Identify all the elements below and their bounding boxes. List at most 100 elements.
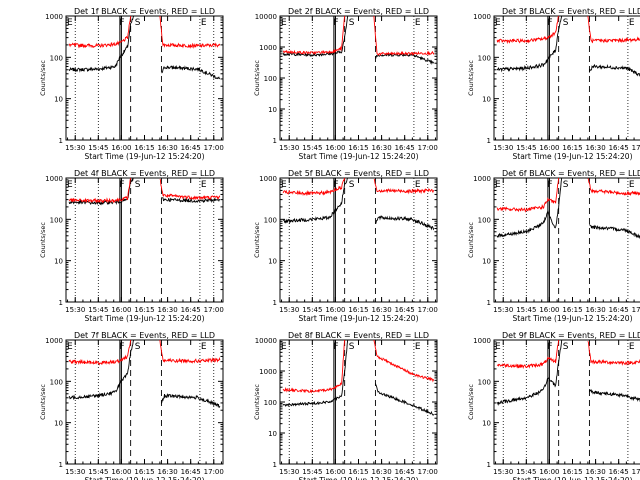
y-tick-label: 1 [273, 461, 277, 469]
panel-title: Det 6f BLACK = Events, RED = LLD [502, 169, 640, 178]
event-marker-F: F [547, 18, 552, 28]
y-tick-label: 10 [54, 96, 63, 104]
panel-title: Det 7f BLACK = Events, RED = LLD [74, 331, 215, 340]
y-tick-label: 100 [264, 216, 277, 224]
x-axis-label: Start Time (19-Jun-12 15:24:20) [299, 476, 419, 480]
event-marker-F: F [547, 180, 552, 190]
lld-series-line [587, 178, 640, 196]
y-tick-label: 1 [59, 299, 63, 307]
x-tick-label: 15:45 [516, 144, 536, 152]
x-axis-label: Start Time (19-Jun-12 15:24:20) [299, 152, 419, 161]
y-tick-label: 10 [54, 420, 63, 428]
x-tick-label: 16:15 [134, 144, 154, 152]
event-marker-E: E [629, 180, 635, 190]
events-series-line [161, 196, 220, 204]
plot-frame [65, 15, 224, 141]
x-tick-label: 16:00 [539, 468, 559, 476]
event-marker-F: F [547, 342, 552, 352]
panel-6: Det 6f BLACK = Events, RED = LLD 1 10 100 10… [467, 169, 640, 323]
event-marker-E: E [201, 180, 207, 190]
x-tick-label: 17:00 [632, 144, 640, 152]
y-axis-label: Counts/sec [253, 60, 261, 96]
event-marker-E: E [201, 18, 207, 28]
panel-title: Det 5f BLACK = Events, RED = LLD [288, 169, 429, 178]
y-tick-label: 1 [273, 137, 277, 145]
panel-1: Det 1f BLACK = Events, RED = LLD 1 10 100 10… [39, 7, 224, 161]
panel-4: Det 4f BLACK = Events, RED = LLD 1 10 100 10… [39, 169, 224, 323]
event-marker-S: S [135, 18, 141, 28]
event-marker-S: S [563, 180, 569, 190]
y-tick-label: 1000 [45, 175, 63, 183]
event-marker-F: F [119, 180, 124, 190]
events-series-line [68, 339, 135, 400]
events-series-line [496, 177, 563, 238]
x-tick-label: 17:00 [418, 468, 438, 476]
y-tick-label: 1000 [45, 337, 63, 345]
lld-series-line [373, 178, 435, 195]
x-tick-label: 16:45 [181, 306, 201, 314]
events-series-line [68, 15, 135, 73]
y-tick-label: 1 [59, 137, 63, 145]
x-tick-label: 16:00 [539, 144, 559, 152]
x-tick-label: 15:30 [65, 306, 85, 314]
x-tick-label: 16:15 [348, 144, 368, 152]
x-tick-label: 16:15 [562, 468, 582, 476]
x-tick-label: 17:00 [204, 144, 224, 152]
panel-title: Det 2f BLACK = Events, RED = LLD [288, 7, 429, 16]
x-tick-label: 16:45 [609, 144, 629, 152]
plot-frame [493, 339, 640, 465]
event-marker-E: E [415, 18, 421, 28]
x-axis-label: Start Time (19-Jun-12 15:24:20) [513, 152, 633, 161]
event-marker-E: E [495, 18, 501, 28]
event-marker-E: E [67, 342, 73, 352]
events-series-line [160, 393, 221, 408]
y-axis-label: Counts/sec [253, 384, 261, 420]
plot-frame [65, 339, 224, 465]
panel-title: Det 4f BLACK = Events, RED = LLD [74, 169, 215, 178]
event-marker-E: E [67, 18, 73, 28]
lld-series-line [587, 15, 640, 44]
lld-series-line [68, 177, 132, 204]
x-tick-label: 15:30 [493, 468, 513, 476]
event-marker-E: E [201, 342, 207, 352]
events-series-line [589, 224, 640, 240]
y-tick-label: 1000 [259, 368, 277, 376]
x-tick-label: 15:30 [65, 144, 85, 152]
event-marker-E: E [281, 180, 287, 190]
event-marker-E: E [629, 342, 635, 352]
event-marker-E: E [415, 180, 421, 190]
y-tick-label: 1000 [473, 175, 491, 183]
x-tick-label: 16:00 [325, 306, 345, 314]
x-tick-label: 16:45 [395, 144, 415, 152]
event-marker-E: E [495, 180, 501, 190]
x-tick-label: 16:30 [371, 468, 391, 476]
panel-2: Det 2f BLACK = Events, RED = LLD 1 10 100 10… [253, 7, 438, 161]
y-tick-label: 10000 [255, 337, 277, 345]
x-tick-label: 16:15 [134, 306, 154, 314]
y-tick-label: 100 [478, 378, 491, 386]
y-tick-label: 100 [478, 54, 491, 62]
y-tick-label: 1 [487, 461, 491, 469]
events-series-line [375, 215, 435, 231]
event-marker-S: S [349, 342, 355, 352]
plot-frame [279, 15, 438, 141]
lld-series-line [282, 15, 346, 55]
event-marker-E: E [281, 18, 287, 28]
event-marker-F: F [333, 342, 338, 352]
event-marker-F: F [333, 18, 338, 28]
y-tick-label: 1000 [45, 13, 63, 21]
y-tick-label: 1000 [259, 44, 277, 52]
events-series-line [496, 339, 563, 407]
x-tick-label: 15:30 [279, 144, 299, 152]
event-marker-F: F [119, 342, 124, 352]
x-tick-label: 16:00 [325, 144, 345, 152]
x-tick-label: 17:00 [632, 468, 640, 476]
y-axis-label: Counts/sec [39, 222, 47, 258]
x-tick-label: 16:45 [609, 468, 629, 476]
event-marker-S: S [135, 180, 141, 190]
y-tick-label: 1 [487, 299, 491, 307]
x-tick-label: 17:00 [632, 306, 640, 314]
event-marker-E: E [415, 342, 421, 352]
y-tick-label: 1 [273, 299, 277, 307]
x-tick-label: 16:00 [111, 468, 131, 476]
